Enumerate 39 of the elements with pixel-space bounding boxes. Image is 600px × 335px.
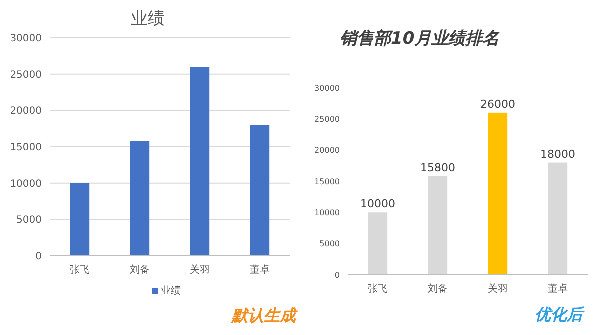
x-tick-label: 关羽 [190, 264, 210, 276]
y-tick-label: 5000 [16, 215, 42, 226]
y-tick-label: 25000 [10, 70, 42, 81]
y-tick-label: 0 [36, 252, 42, 262]
bar [190, 67, 210, 256]
y-tick-label: 10000 [10, 178, 42, 190]
y-tick-label: 20000 [10, 106, 42, 118]
bar [130, 141, 150, 256]
y-tick-label: 5000 [320, 240, 340, 249]
data-label: 18000 [540, 148, 576, 161]
x-tick-label: 刘备 [130, 264, 150, 276]
data-label: 26000 [480, 98, 516, 111]
y-tick-label: 25000 [314, 114, 340, 124]
bar [428, 176, 448, 275]
y-tick-label: 0 [334, 270, 340, 280]
x-tick-label: 关羽 [488, 283, 508, 295]
x-tick-label: 张飞 [70, 264, 90, 276]
y-tick-label: 10000 [314, 208, 340, 218]
data-label: 10000 [360, 198, 396, 211]
text: 默认生成 [231, 306, 299, 325]
chart-title: 业绩 [131, 9, 165, 29]
bar [548, 162, 568, 275]
y-tick-label: 15000 [10, 142, 42, 154]
x-tick-label: 张飞 [368, 283, 388, 295]
x-tick-label: 董卓 [250, 264, 270, 276]
bar [368, 212, 388, 275]
data-label: 15800 [420, 162, 456, 175]
bar [250, 125, 270, 256]
bar [70, 183, 90, 256]
chart-title: 销售部10月业绩排名 [340, 29, 501, 49]
y-tick-label: 30000 [10, 34, 42, 44]
x-tick-label: 董卓 [548, 283, 568, 295]
y-tick-label: 20000 [314, 146, 340, 156]
bar [488, 112, 508, 275]
text: 优化后 [535, 305, 585, 324]
y-tick-label: 15000 [314, 177, 340, 186]
legend-label: 业绩 [161, 285, 181, 297]
y-tick-label: 30000 [314, 84, 340, 93]
x-tick-label: 刘备 [428, 283, 448, 295]
